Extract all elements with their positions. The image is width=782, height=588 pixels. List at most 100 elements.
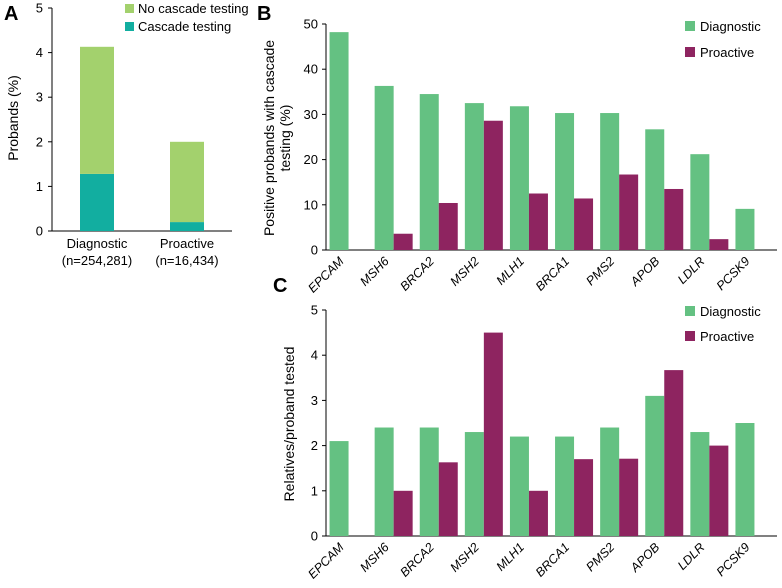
panel-b-gene-label: MSH2 xyxy=(448,254,482,288)
panel-b-ytick-label: 0 xyxy=(311,243,318,258)
panel-b-legend-label-diagnostic: Diagnostic xyxy=(700,19,761,34)
panel-a: A Probands (%) 0 1 2 3 4 5 Diagnostic (n=254,28… xyxy=(4,1,249,269)
panel-a-ytick-label: 3 xyxy=(36,90,43,105)
panel-a-ytick-label: 5 xyxy=(36,1,43,16)
panel-b-ytick-label: 30 xyxy=(304,107,318,122)
bar-diagnostic-apob xyxy=(645,395,665,536)
panel-a-ytick-label: 2 xyxy=(36,134,43,149)
panel-c-ytick-label: 4 xyxy=(311,348,318,363)
panel-c: C Relatives/proband tested 0 1 2 3 4 5 EPCAM MS… xyxy=(273,275,777,582)
panel-c-ytick-label: 1 xyxy=(311,483,318,498)
panel-c-ytick-label: 3 xyxy=(311,393,318,408)
panel-c-gene-label: MLH1 xyxy=(494,540,527,573)
bar-proactive-ldlr xyxy=(709,445,729,536)
panel-b-letter: B xyxy=(257,3,271,25)
panel-a-category-label: Proactive xyxy=(160,236,214,251)
panel-b-gene-label: APOB xyxy=(627,254,662,289)
bar-proactive-brca2 xyxy=(438,202,458,250)
panel-b-ylabel-line2: testing (%) xyxy=(277,105,293,172)
panel-c-legend-label-proactive: Proactive xyxy=(700,329,754,344)
bar-proactive-brca2 xyxy=(438,462,458,536)
panel-c-gene-label: MSH2 xyxy=(448,540,482,574)
bar-diagnostic-brca2 xyxy=(419,94,439,250)
bar-diagnostic-pcsk9 xyxy=(735,423,755,536)
panel-b-gene-label: PMS2 xyxy=(583,254,617,288)
bar-diagnostic-epcam xyxy=(329,441,349,536)
panel-b-ytick-label: 40 xyxy=(304,62,318,77)
panel-c-gene-label: BRCA1 xyxy=(533,540,572,579)
bar-proactive-brca1 xyxy=(574,459,594,536)
panel-a-ytick-label: 0 xyxy=(36,224,43,239)
bar-cascade-testing-proactive xyxy=(170,222,204,231)
bar-diagnostic-brca2 xyxy=(419,427,439,536)
panel-b: B Positive probands with cascade testing… xyxy=(257,3,777,296)
bar-diagnostic-brca1 xyxy=(555,113,575,250)
bar-proactive-apob xyxy=(664,188,684,250)
bar-proactive-msh2 xyxy=(483,120,503,250)
bar-diagnostic-pcsk9 xyxy=(735,208,755,250)
panel-c-ytick-label: 2 xyxy=(311,438,318,453)
bar-proactive-apob xyxy=(664,370,684,536)
bar-diagnostic-msh2 xyxy=(464,432,484,536)
panel-c-legend-swatch-proactive xyxy=(685,331,695,341)
bar-proactive-msh6 xyxy=(393,490,413,536)
panel-b-gene-label: BRCA2 xyxy=(397,254,436,293)
bar-diagnostic-msh6 xyxy=(374,427,394,536)
bar-diagnostic-brca1 xyxy=(555,436,575,536)
legend-label-no-cascade-testing: No cascade testing xyxy=(138,1,249,16)
legend-label-cascade-testing: Cascade testing xyxy=(138,19,231,34)
panel-c-ylabel: Relatives/proband tested xyxy=(281,347,297,502)
bar-diagnostic-pms2 xyxy=(600,113,620,250)
panel-b-ylabel-line1: Positive probands with cascade xyxy=(261,40,277,236)
bar-proactive-msh2 xyxy=(483,332,503,536)
legend-swatch-cascade-testing xyxy=(125,22,134,31)
bar-proactive-ldlr xyxy=(709,239,729,250)
panel-b-gene-label: MLH1 xyxy=(494,254,527,287)
bar-cascade-testing-diagnostic xyxy=(80,173,114,231)
panel-a-letter: A xyxy=(4,3,18,25)
bar-proactive-pms2 xyxy=(619,458,639,536)
panel-c-gene-label: APOB xyxy=(627,540,662,575)
bar-proactive-mlh1 xyxy=(528,490,548,536)
panel-b-ytick-label: 50 xyxy=(304,17,318,32)
bar-proactive-msh6 xyxy=(393,233,413,250)
panel-a-ytick-label: 1 xyxy=(36,179,43,194)
panel-b-gene-label: MSH6 xyxy=(357,254,391,288)
bar-proactive-brca1 xyxy=(574,198,594,250)
panel-b-gene-label: LDLR xyxy=(675,254,708,287)
bar-proactive-pms2 xyxy=(619,174,639,250)
panel-b-ytick-label: 20 xyxy=(304,152,318,167)
panel-b-ytick-label: 10 xyxy=(304,197,318,212)
bar-diagnostic-pms2 xyxy=(600,427,620,536)
bar-diagnostic-ldlr xyxy=(690,154,710,250)
panel-b-gene-label: EPCAM xyxy=(305,254,347,296)
panel-c-gene-label: MSH6 xyxy=(357,540,391,574)
panel-c-ytick-label: 5 xyxy=(311,303,318,318)
panel-b-legend-label-proactive: Proactive xyxy=(700,45,754,60)
bar-diagnostic-msh6 xyxy=(374,85,394,250)
panel-a-category-subtitle: (n=254,281) xyxy=(62,253,132,268)
panel-c-ytick-label: 0 xyxy=(311,529,318,544)
panel-c-gene-label: BRCA2 xyxy=(397,540,436,579)
panel-a-category-label: Diagnostic xyxy=(67,236,128,251)
panel-b-legend-swatch-proactive xyxy=(685,47,695,57)
bar-no-cascade-testing-diagnostic xyxy=(80,46,114,174)
panel-c-gene-label: PMS2 xyxy=(583,540,617,574)
panel-c-gene-label: PCSK9 xyxy=(714,540,753,579)
panel-c-gene-label: LDLR xyxy=(675,540,708,573)
bar-proactive-mlh1 xyxy=(528,193,548,250)
bar-no-cascade-testing-proactive xyxy=(170,141,204,223)
bar-diagnostic-mlh1 xyxy=(509,436,529,536)
panel-a-ytick-label: 4 xyxy=(36,45,43,60)
panel-b-gene-label: BRCA1 xyxy=(533,254,572,293)
panel-c-gene-label: EPCAM xyxy=(305,540,347,582)
bar-diagnostic-msh2 xyxy=(464,103,484,250)
bar-diagnostic-epcam xyxy=(329,32,349,250)
bar-diagnostic-apob xyxy=(645,129,665,250)
legend-swatch-no-cascade-testing xyxy=(125,4,134,13)
bar-diagnostic-mlh1 xyxy=(509,106,529,250)
panel-b-gene-label: PCSK9 xyxy=(714,254,753,293)
panel-c-letter: C xyxy=(273,275,287,297)
panel-c-legend-label-diagnostic: Diagnostic xyxy=(700,304,761,319)
